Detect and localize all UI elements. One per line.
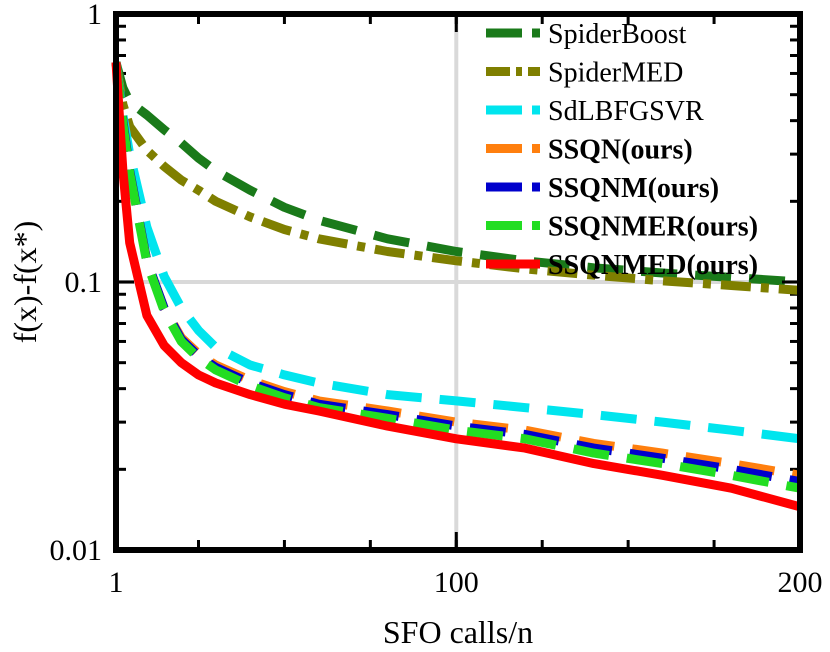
x-tick-label: 100 bbox=[434, 566, 479, 599]
legend-label: SSQNMED(ours) bbox=[548, 250, 758, 281]
series-lines bbox=[111, 61, 802, 512]
legend-label: SdLBFGSVR bbox=[548, 96, 704, 127]
series-line-ssqnmer-ours- bbox=[111, 61, 801, 493]
legend-label: SpiderBoost bbox=[548, 19, 687, 50]
x-tick-label: 200 bbox=[778, 566, 823, 599]
legend-label: SSQN(ours) bbox=[548, 135, 693, 166]
legend-label: SpiderMED bbox=[548, 58, 683, 89]
y-tick-label: 0.01 bbox=[50, 534, 103, 567]
axis-ticks: 1 100 200 0.01 0.1 1 bbox=[50, 0, 823, 599]
series-line-sdlbfgsvr bbox=[111, 61, 801, 444]
x-tick-label: 1 bbox=[109, 566, 124, 599]
y-tick-label: 0.1 bbox=[65, 266, 103, 299]
y-tick-label: 1 bbox=[87, 0, 102, 31]
x-axis-title: SFO calls/n bbox=[383, 614, 533, 650]
legend: SpiderBoost SpiderMED SdLBFGSVR SSQN(ours) S… bbox=[486, 19, 758, 281]
legend-label: SSQNM(ours) bbox=[548, 173, 719, 204]
series-line-spidermed bbox=[111, 61, 801, 295]
y-axis-title: f(x)-f(x*) bbox=[7, 221, 43, 344]
series-line-ssqnmed-ours- bbox=[111, 62, 802, 512]
series-line-spiderboost bbox=[111, 61, 801, 287]
legend-label: SSQNMER(ours) bbox=[548, 212, 758, 243]
